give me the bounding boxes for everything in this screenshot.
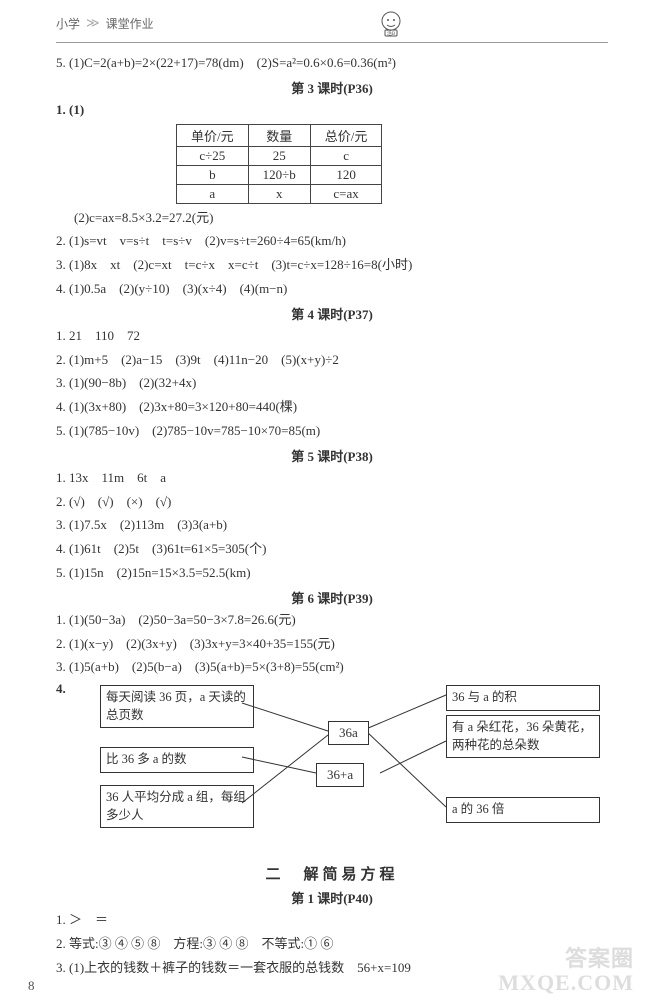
p36-q1-post: (2)c=ax=8.5×3.2=27.2(元)	[56, 208, 608, 229]
table-row: b 120÷b 120	[177, 165, 382, 184]
th-price: 单价/元	[177, 124, 249, 146]
p38-q1: 1. 13x 11m 6t a	[56, 468, 608, 489]
p38-q5: 5. (1)15n (2)15n=15×3.5=52.5(km)	[56, 563, 608, 584]
q1-prefix: 1. (1)	[56, 102, 84, 117]
cell: 120÷b	[248, 165, 310, 184]
p39-q1: 1. (1)(50−3a) (2)50−3a=50−3×7.8=26.6(元)	[56, 610, 608, 631]
p38-q4: 4. (1)61t (2)5t (3)61t=61×5=305(个)	[56, 539, 608, 560]
chevron-icon: ≫	[86, 15, 100, 31]
watermark: 答案圈 MXQE.COM	[498, 947, 634, 995]
page-number: 8	[28, 978, 35, 994]
diagram-center-bottom: 36+a	[316, 763, 364, 787]
p39-q4-label: 4.	[56, 681, 76, 697]
cell: x	[248, 184, 310, 203]
cell: 25	[248, 146, 310, 165]
mascot-icon: 活B	[374, 8, 408, 38]
p39-q3: 3. (1)5(a+b) (2)5(b−a) (3)5(a+b)=5×(3+8)…	[56, 657, 608, 678]
p36-q2: 2. (1)s=vt v=s÷t t=s÷v (2)v=s÷t=260÷4=65…	[56, 231, 608, 252]
cell: c	[310, 146, 382, 165]
matching-diagram: 每天阅读 36 页，a 天读的总页数 比 36 多 a 的数 36 人平均分成 …	[76, 685, 608, 855]
p37-q4: 4. (1)(3x+80) (2)3x+80=3×120+80=440(棵)	[56, 397, 608, 418]
p37-q3: 3. (1)(90−8b) (2)(32+4x)	[56, 373, 608, 394]
p37-title: 第 4 课时(P37)	[56, 304, 608, 323]
diagram-center-top: 36a	[328, 721, 369, 745]
p39-q2: 2. (1)(x−y) (2)(3x+y) (3)3x+y=3×40+35=15…	[56, 634, 608, 655]
p36-q4: 4. (1)0.5a (2)(y÷10) (3)(x÷4) (4)(m−n)	[56, 279, 608, 300]
cell: a	[177, 184, 249, 203]
p37-q2: 2. (1)m+5 (2)a−15 (3)9t (4)11n−20 (5)(x+…	[56, 350, 608, 371]
price-table: 单价/元 数量 总价/元 c÷25 25 c b 120÷b 120 a x c…	[176, 124, 382, 204]
p37-q5: 5. (1)(785−10v) (2)785−10v=785−10×70=85(…	[56, 421, 608, 442]
p40-title: 第 1 课时(P40)	[56, 888, 608, 907]
svg-text:活B: 活B	[387, 30, 396, 37]
cell: c÷25	[177, 146, 249, 165]
p38-q3: 3. (1)7.5x (2)113m (3)3(a+b)	[56, 515, 608, 536]
section2-title: 二 解简易方程	[56, 863, 608, 884]
cell: b	[177, 165, 249, 184]
p38-title: 第 5 课时(P38)	[56, 446, 608, 465]
top-answer-line: 5. (1)C=2(a+b)=2×(22+17)=78(dm) (2)S=a²=…	[56, 53, 608, 74]
cell: c=ax	[310, 184, 382, 203]
watermark-line1: 答案圈	[498, 947, 634, 971]
th-total: 总价/元	[310, 124, 382, 146]
p38-q2: 2. (√) (√) (×) (√)	[56, 492, 608, 513]
cell: 120	[310, 165, 382, 184]
p39-title: 第 6 课时(P39)	[56, 588, 608, 607]
p36-q1-pre: 1. (1)	[56, 100, 608, 121]
p37-q1: 1. 21 110 72	[56, 326, 608, 347]
p36-title: 第 3 课时(P36)	[56, 78, 608, 97]
page-header: 小学 ≫ 课堂作业 活B	[56, 8, 608, 38]
table-row: c÷25 25 c	[177, 146, 382, 165]
watermark-line2: MXQE.COM	[498, 971, 634, 995]
p36-q3: 3. (1)8x xt (2)c=xt t=c÷x x=c÷t (3)t=c÷x…	[56, 255, 608, 276]
header-left: 小学	[56, 15, 80, 32]
header-rule	[56, 42, 608, 43]
header-right: 课堂作业	[106, 15, 154, 32]
table-head-row: 单价/元 数量 总价/元	[177, 124, 382, 146]
th-qty: 数量	[248, 124, 310, 146]
table-row: a x c=ax	[177, 184, 382, 203]
